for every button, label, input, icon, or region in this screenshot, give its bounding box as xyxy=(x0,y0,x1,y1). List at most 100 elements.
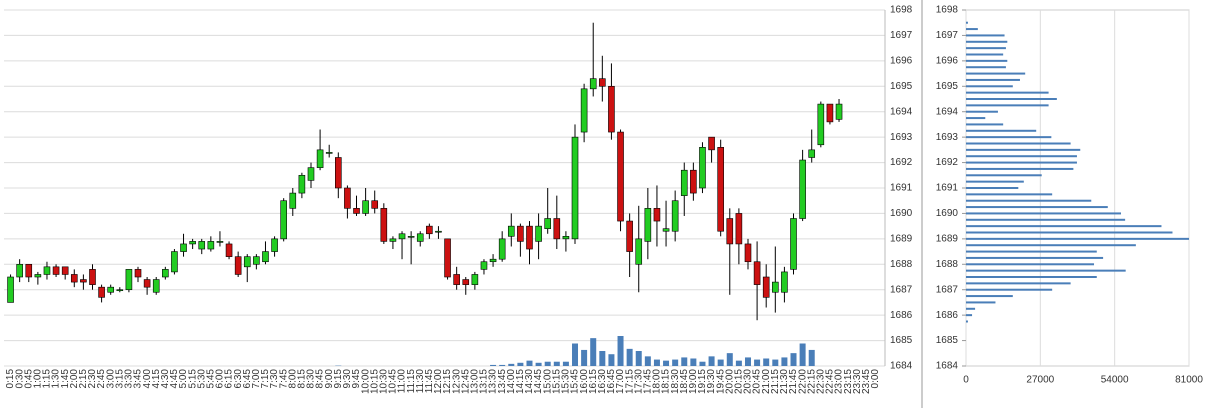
x-tick-label: 6:45 xyxy=(242,369,253,389)
volume-bar xyxy=(572,343,579,366)
x-tick-label: 0:45 xyxy=(23,369,34,389)
candle-body xyxy=(690,169,697,194)
x-tick-label: 9:00 xyxy=(324,369,335,389)
candle-body xyxy=(471,274,479,285)
candle-body xyxy=(580,88,588,133)
x-tick-label: 13:00 xyxy=(470,369,481,394)
x-tick-label: 18:45 xyxy=(679,369,690,394)
x-tick-label: 11:30 xyxy=(415,369,426,394)
candle-body xyxy=(671,200,679,232)
candle-body xyxy=(772,281,779,293)
candle-body xyxy=(380,208,388,242)
x-tick-label: 12:30 xyxy=(451,369,462,394)
candle-body xyxy=(98,286,105,298)
x-tick-label: 10:15 xyxy=(369,369,380,394)
y-tick-label: 1689 xyxy=(936,233,959,244)
y-tick-label: 1695 xyxy=(936,81,959,92)
x-tick-label: 22:45 xyxy=(825,369,836,394)
profile-bar xyxy=(966,314,973,317)
x-tick-label: 27000 xyxy=(1026,375,1054,386)
candle-body xyxy=(280,200,287,240)
candle-body xyxy=(553,218,561,240)
x-tick-label: 21:45 xyxy=(788,369,799,394)
x-tick-label: 81000 xyxy=(1175,375,1203,386)
profile-bar xyxy=(966,40,1008,43)
x-tick-label: 0:00 xyxy=(870,369,881,389)
x-tick-label: 2:15 xyxy=(78,369,89,389)
x-tick-label: 19:45 xyxy=(715,369,726,394)
y-tick-label: 1684 xyxy=(936,361,959,372)
candle-body xyxy=(189,241,196,245)
profile-bar xyxy=(966,72,1026,75)
x-tick-label: 20:30 xyxy=(743,369,754,394)
x-tick-label: 20:45 xyxy=(752,369,763,394)
x-tick-label: 16:15 xyxy=(588,369,599,394)
x-tick-label: 4:00 xyxy=(142,369,153,389)
candle-body xyxy=(407,236,415,238)
candle-body xyxy=(462,279,470,285)
candle-body xyxy=(799,159,806,219)
y-tick-label: 1686 xyxy=(890,310,913,321)
candle-body xyxy=(535,225,542,242)
x-tick-label: 14:00 xyxy=(506,369,517,394)
x-tick-label: 0:30 xyxy=(14,369,25,389)
candle-body xyxy=(817,103,825,146)
candle-body xyxy=(353,208,360,214)
candle-body xyxy=(589,78,597,90)
candle-body xyxy=(416,233,424,242)
profile-bar xyxy=(966,320,968,323)
volume-bar xyxy=(635,351,642,366)
x-tick-label: 5:00 xyxy=(178,369,189,389)
profile-bar xyxy=(966,136,1052,139)
profile-bar xyxy=(966,295,1013,298)
x-tick-label: 14:15 xyxy=(515,369,526,394)
y-tick-label: 1685 xyxy=(936,335,959,346)
candle-body xyxy=(626,220,633,252)
volume-bar xyxy=(744,357,751,366)
profile-bar xyxy=(966,282,1071,285)
profile-bar xyxy=(966,307,976,310)
x-tick-label: 6:30 xyxy=(233,369,244,389)
volume-bar xyxy=(490,364,497,366)
x-tick-label: 10:30 xyxy=(378,369,389,394)
y-tick-label: 1692 xyxy=(890,157,913,168)
x-tick-label: 19:15 xyxy=(697,369,708,394)
profile-bar xyxy=(966,256,1104,259)
x-tick-label: 0 xyxy=(963,375,969,386)
profile-bar xyxy=(966,301,996,304)
volume-bar xyxy=(608,354,615,366)
candle-body xyxy=(289,192,297,209)
x-tick-label: 15:15 xyxy=(551,369,562,394)
x-tick-label: 13:45 xyxy=(497,369,508,394)
profile-bar xyxy=(966,21,968,24)
profile-bar xyxy=(966,123,1004,126)
volume-bar xyxy=(517,362,524,366)
x-tick-label: 4:30 xyxy=(160,369,171,389)
candle-body xyxy=(398,233,406,240)
x-tick-label: 16:30 xyxy=(597,369,608,394)
candle-body xyxy=(808,149,816,158)
y-tick-label: 1692 xyxy=(936,157,959,168)
candle-body xyxy=(453,274,460,285)
volume-bar xyxy=(653,359,660,366)
volume-bar xyxy=(672,359,679,366)
candle-body xyxy=(644,208,652,242)
candle-body xyxy=(362,200,369,214)
candle-body xyxy=(762,276,770,298)
y-tick-label: 1694 xyxy=(890,106,913,117)
profile-bar xyxy=(966,250,1097,253)
candle-body xyxy=(781,271,788,293)
volume-bar xyxy=(544,361,551,366)
x-tick-label: 17:30 xyxy=(633,369,644,394)
candle-body xyxy=(562,236,570,240)
volume-bar xyxy=(726,353,733,366)
x-tick-label: 12:45 xyxy=(460,369,471,394)
candle-body xyxy=(708,136,715,151)
candle-body xyxy=(162,269,169,278)
candle-body xyxy=(680,169,688,196)
candle-body xyxy=(262,251,269,263)
volume-bar xyxy=(562,361,569,366)
y-tick-label: 1687 xyxy=(936,284,959,295)
volume-bar xyxy=(663,360,670,366)
x-tick-label: 16:00 xyxy=(579,369,590,394)
